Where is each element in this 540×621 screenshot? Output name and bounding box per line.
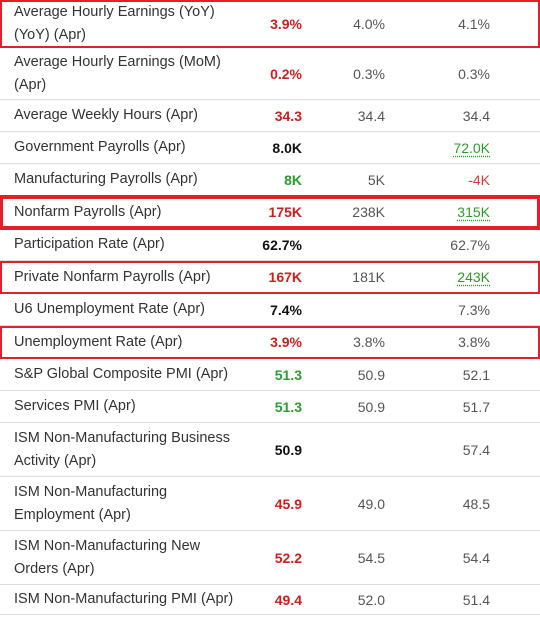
previous-value: 0.3% bbox=[458, 65, 490, 82]
forecast-value: 5K bbox=[367, 171, 385, 188]
event-name[interactable]: Average Hourly Earnings (MoM) (Apr) bbox=[14, 53, 221, 93]
actual-value: 62.7% bbox=[262, 236, 302, 253]
previous-value[interactable]: 315K bbox=[457, 204, 490, 220]
forecast-value: 52.0 bbox=[357, 591, 385, 608]
event-name[interactable]: Participation Rate (Apr) bbox=[14, 236, 165, 252]
table-row[interactable]: Participation Rate (Apr) 62.7% 62.7% bbox=[0, 229, 540, 261]
table-row[interactable]: Nonfarm Payrolls (Apr) 175K 238K 315K bbox=[0, 195, 540, 230]
actual-value: 45.9 bbox=[274, 495, 302, 512]
actual-value: 167K bbox=[268, 269, 302, 285]
actual-value: 52.2 bbox=[274, 549, 302, 566]
event-name[interactable]: U6 Unemployment Rate (Apr) bbox=[14, 301, 205, 317]
table-row[interactable]: Services PMI (Apr) 51.3 50.9 51.7 bbox=[0, 391, 540, 423]
actual-value: 49.4 bbox=[274, 591, 302, 608]
forecast-value: 49.0 bbox=[357, 495, 385, 512]
event-name[interactable]: ISM Non-Manufacturing Business Activity … bbox=[14, 429, 230, 469]
actual-value: 51.3 bbox=[274, 398, 302, 415]
event-name[interactable]: ISM Non-Manufacturing New Orders (Apr) bbox=[14, 537, 201, 577]
actual-value: 3.9% bbox=[270, 334, 302, 350]
table-row[interactable]: Private Nonfarm Payrolls (Apr) 167K 181K 24… bbox=[0, 261, 540, 294]
previous-value: 7.3% bbox=[458, 301, 490, 318]
event-name[interactable]: Private Nonfarm Payrolls (Apr) bbox=[14, 268, 211, 285]
actual-value: 51.3 bbox=[274, 366, 302, 383]
event-name[interactable]: Manufacturing Payrolls (Apr) bbox=[14, 171, 198, 187]
forecast-value: 50.9 bbox=[357, 366, 385, 383]
actual-value: 34.3 bbox=[274, 107, 302, 124]
previous-value[interactable]: 243K bbox=[457, 269, 490, 285]
forecast-value: 0.3% bbox=[353, 65, 385, 82]
table-row[interactable]: Average Hourly Earnings (MoM) (Apr) 0.2% 0… bbox=[0, 48, 540, 100]
event-name[interactable]: Unemployment Rate (Apr) bbox=[14, 333, 183, 350]
actual-value: 175K bbox=[268, 204, 302, 220]
forecast-value: 50.9 bbox=[357, 398, 385, 415]
previous-value: 4.1% bbox=[458, 15, 490, 32]
previous-value: 34.4 bbox=[462, 107, 490, 124]
forecast-value: 54.5 bbox=[357, 549, 385, 566]
previous-value: 52.1 bbox=[462, 366, 490, 383]
previous-value: 3.8% bbox=[458, 334, 490, 350]
table-row[interactable]: Average Hourly Earnings (YoY) (YoY) (Apr… bbox=[0, 0, 540, 48]
table-row[interactable]: Government Payrolls (Apr) 8.0K 72.0K bbox=[0, 132, 540, 164]
forecast-value: 3.8% bbox=[353, 334, 385, 350]
forecast-value: 181K bbox=[352, 269, 385, 285]
previous-value: 54.4 bbox=[462, 549, 490, 566]
event-name[interactable]: ISM Non-Manufacturing Employment (Apr) bbox=[14, 483, 168, 523]
event-name[interactable]: Services PMI (Apr) bbox=[14, 398, 136, 414]
previous-value: 62.7% bbox=[450, 236, 490, 253]
previous-value: 57.4 bbox=[462, 441, 490, 458]
actual-value: 8K bbox=[284, 171, 302, 188]
actual-value: 50.9 bbox=[274, 441, 302, 458]
table-row[interactable]: ISM Non-Manufacturing PMI (Apr) 49.4 52.0 5… bbox=[0, 585, 540, 615]
previous-value: -4K bbox=[468, 171, 490, 188]
event-name[interactable]: Nonfarm Payrolls (Apr) bbox=[14, 203, 162, 220]
event-name[interactable]: ISM Non-Manufacturing PMI (Apr) bbox=[14, 591, 234, 607]
table-row[interactable]: Average Weekly Hours (Apr) 34.3 34.4 34.4 bbox=[0, 100, 540, 132]
previous-value[interactable]: 72.0K bbox=[453, 139, 490, 156]
actual-value: 8.0K bbox=[272, 139, 302, 156]
event-name[interactable]: Average Hourly Earnings (YoY) (YoY) (Apr… bbox=[14, 3, 215, 43]
event-name[interactable]: Government Payrolls (Apr) bbox=[14, 139, 186, 155]
table-row[interactable]: ISM Non-Manufacturing Business Activity … bbox=[0, 423, 540, 477]
actual-value: 3.9% bbox=[270, 15, 302, 32]
actual-value: 0.2% bbox=[270, 65, 302, 82]
forecast-value: 4.0% bbox=[353, 15, 385, 32]
table-row[interactable]: Unemployment Rate (Apr) 3.9% 3.8% 3.8% bbox=[0, 326, 540, 359]
event-name[interactable]: S&P Global Composite PMI (Apr) bbox=[14, 366, 229, 382]
previous-value: 51.7 bbox=[462, 398, 490, 415]
table-row[interactable]: ISM Non-Manufacturing Employment (Apr) 45… bbox=[0, 477, 540, 531]
previous-value: 51.4 bbox=[462, 591, 490, 608]
table-row[interactable]: U6 Unemployment Rate (Apr) 7.4% 7.3% bbox=[0, 294, 540, 326]
table-row[interactable]: ISM Non-Manufacturing New Orders (Apr) 52… bbox=[0, 531, 540, 585]
table-row[interactable]: S&P Global Composite PMI (Apr) 51.3 50.9 52… bbox=[0, 359, 540, 391]
table-row[interactable]: Manufacturing Payrolls (Apr) 8K 5K -4K bbox=[0, 164, 540, 196]
event-name[interactable]: Average Weekly Hours (Apr) bbox=[14, 107, 199, 123]
forecast-value: 34.4 bbox=[357, 107, 385, 124]
actual-value: 7.4% bbox=[270, 301, 302, 318]
forecast-value: 238K bbox=[352, 204, 385, 220]
previous-value: 48.5 bbox=[462, 495, 490, 512]
